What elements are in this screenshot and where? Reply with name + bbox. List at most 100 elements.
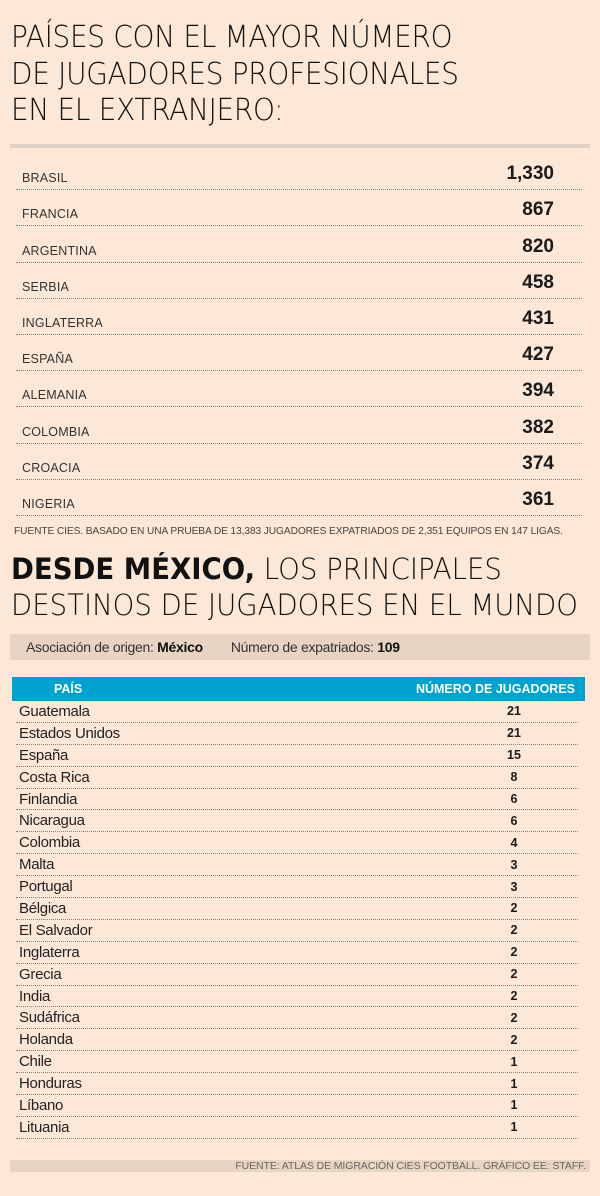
player-count: 2: [510, 945, 518, 960]
header-count: NÚMERO DE JUGADORES: [415, 682, 575, 696]
country-name: Portugal: [19, 878, 73, 896]
mexico-destinations-table: Guatemala 21 Estados Unidos 21 España 15 Costa…: [16, 701, 578, 1139]
country-name: España: [19, 746, 69, 764]
country-name: Estados Unidos: [19, 724, 120, 742]
country-name: CROACIA: [22, 460, 81, 475]
country-name: Lituania: [19, 1118, 70, 1136]
table-row: Lituania 1: [16, 1117, 578, 1139]
player-count: 8: [510, 770, 518, 785]
player-count: 6: [510, 792, 518, 806]
divider: [10, 144, 590, 148]
title-line: DE JUGADORES PROFESIONALES: [11, 56, 459, 92]
country-name: INGLATERRA: [22, 315, 103, 330]
top-countries-table: BRASIL 1,330 FRANCIA 867 ARGENTINA 820 SERBIA 4…: [16, 154, 582, 516]
player-count: 1,330: [506, 163, 554, 185]
player-count: 394: [522, 380, 554, 402]
table-row: ALEMANIA 394: [16, 371, 582, 408]
country-name: Chile: [19, 1053, 52, 1071]
player-count: 374: [522, 452, 554, 474]
origin-value: México: [157, 639, 203, 655]
country-name: Malta: [19, 856, 55, 874]
table-row: ESPAÑA 427: [16, 335, 582, 372]
table-row: ARGENTINA 820: [16, 226, 582, 263]
table-row: COLOMBIA 382: [16, 407, 582, 444]
main-title: PAÍSES CON EL MAYOR NÚMERO DE JUGADORES …: [11, 20, 459, 130]
table-row: Estados Unidos 21: [16, 723, 578, 745]
player-count: 6: [510, 813, 518, 828]
table-row: Holanda 2: [16, 1029, 578, 1052]
table-row: Líbano 1: [16, 1095, 578, 1117]
country-name: ESPAÑA: [22, 352, 73, 367]
table-row: Grecia 2: [16, 964, 578, 986]
country-name: COLOMBIA: [22, 424, 90, 439]
country-name: ALEMANIA: [22, 388, 87, 403]
country-name: Guatemala: [19, 702, 90, 720]
player-count: 3: [510, 879, 518, 894]
origin-label: Asociación de origen:: [26, 639, 154, 655]
source-note: FUENTE CIES. BASADO EN UNA PRUEBA DE 13,…: [14, 526, 563, 537]
country-name: Nicaragua: [19, 812, 85, 830]
table-row: Colombia 4: [16, 832, 578, 855]
table-row: Inglaterra 2: [16, 942, 578, 964]
country-name: BRASIL: [22, 171, 68, 186]
title-line: PAÍSES CON EL MAYOR NÚMERO: [11, 20, 453, 55]
player-count: 431: [522, 307, 554, 329]
country-name: SERBIA: [22, 279, 70, 294]
player-count: 2: [510, 1032, 518, 1047]
player-count: 2: [510, 901, 518, 916]
table-row: Finlandia 6: [16, 789, 578, 811]
player-count: 3: [510, 857, 518, 872]
player-count: 2: [510, 1010, 518, 1025]
player-count: 2: [510, 923, 518, 938]
table-row: El Salvador 2: [16, 920, 578, 942]
player-count: 15: [507, 748, 521, 763]
country-name: Finlandia: [19, 790, 78, 808]
table-row: Honduras 1: [16, 1073, 578, 1096]
title-line: DESTINOS DE JUGADORES EN EL MUNDO: [11, 588, 578, 622]
title-bold: DESDE MÉXICO,: [11, 552, 256, 586]
player-count: 427: [522, 344, 554, 366]
mexico-title: DESDE MÉXICO, LOS PRINCIPALES DESTINOS D…: [11, 551, 578, 623]
table-row: Chile 1: [16, 1051, 578, 1074]
table-header: PAÍS NÚMERO DE JUGADORES: [12, 677, 585, 701]
country-name: Costa Rica: [19, 768, 90, 786]
title-line: EN EL EXTRANJERO:: [11, 93, 284, 128]
player-count: 867: [522, 199, 554, 221]
player-count: 21: [507, 704, 521, 719]
footer-source: FUENTE: ATLAS DE MIGRACIÓN CIES FOOTBALL…: [10, 1160, 590, 1172]
player-count: 361: [522, 488, 554, 510]
player-count: 458: [522, 271, 554, 293]
table-row: CROACIA 374: [16, 444, 582, 480]
table-row: Guatemala 21: [16, 701, 578, 723]
player-count: 820: [522, 235, 554, 257]
country-name: India: [19, 987, 51, 1005]
country-name: Grecia: [19, 965, 62, 983]
expat-value: 109: [377, 639, 400, 655]
table-row: Portugal 3: [16, 876, 578, 899]
expat-label: Número de expatriados:: [230, 639, 374, 655]
table-row: Bélgica 2: [16, 898, 578, 920]
player-count: 2: [510, 989, 518, 1004]
country-name: NIGERIA: [22, 496, 75, 511]
country-name: Holanda: [19, 1031, 73, 1049]
table-row: INGLATERRA 431: [16, 299, 582, 335]
player-count: 2: [510, 967, 518, 982]
table-row: Costa Rica 8: [16, 767, 578, 789]
country-name: Honduras: [19, 1075, 82, 1093]
country-name: El Salvador: [19, 921, 93, 939]
table-row: India 2: [16, 986, 578, 1008]
country-name: Bélgica: [19, 899, 67, 917]
player-count: 1: [510, 1120, 518, 1135]
table-row: BRASIL 1,330: [16, 154, 582, 191]
country-name: Sudáfrica: [19, 1009, 80, 1027]
table-row: NIGERIA 361: [16, 480, 582, 516]
country-name: Líbano: [19, 1096, 64, 1114]
player-count: 1: [510, 1076, 518, 1091]
table-row: España 15: [16, 745, 578, 767]
summary-box: Asociación de origen: México Número de e…: [10, 634, 590, 660]
table-row: FRANCIA 867: [16, 190, 582, 227]
country-name: Colombia: [19, 834, 80, 852]
country-name: FRANCIA: [22, 207, 79, 222]
table-row: SERBIA 458: [16, 263, 582, 299]
table-row: Nicaragua 6: [16, 810, 578, 833]
